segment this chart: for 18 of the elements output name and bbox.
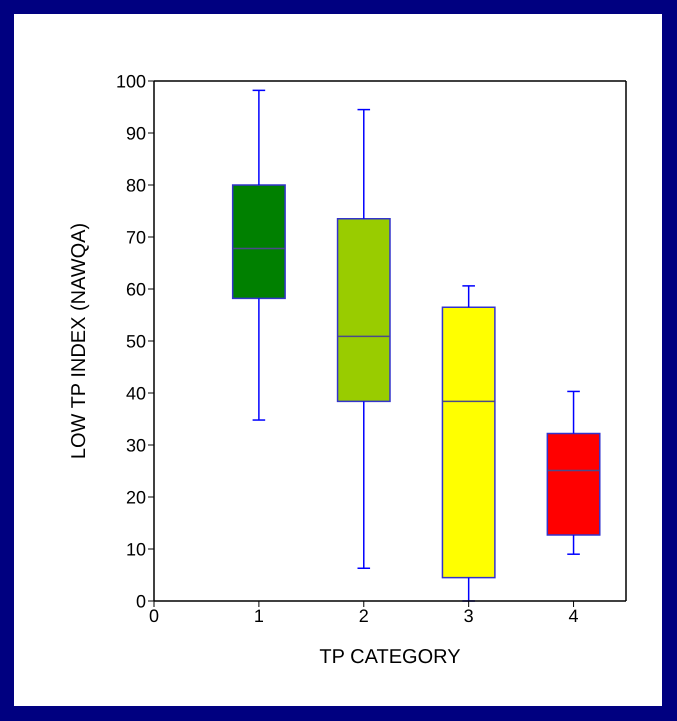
y-tick-label: 0 bbox=[136, 591, 146, 612]
x-tick-label: 3 bbox=[464, 606, 474, 626]
y-tick-label: 80 bbox=[126, 175, 146, 196]
x-tick-label: 4 bbox=[568, 606, 579, 626]
y-tick-label: 40 bbox=[126, 383, 146, 404]
y-tick-label: 50 bbox=[126, 331, 146, 352]
y-tick-label: 20 bbox=[126, 487, 146, 508]
x-axis-title: TP CATEGORY bbox=[319, 646, 461, 668]
y-tick-label: 10 bbox=[126, 539, 146, 560]
y-axis-title: LOW TP INDEX (NAWQA) bbox=[68, 222, 90, 460]
y-tick-label: 70 bbox=[126, 227, 146, 248]
x-tick-label: 0 bbox=[148, 606, 160, 626]
y-tick-label: 30 bbox=[126, 435, 146, 456]
y-tick-label: 90 bbox=[126, 123, 146, 144]
y-tick-label: 60 bbox=[126, 279, 146, 300]
y-tick-label: 100 bbox=[116, 71, 146, 92]
x-tick-label: 1 bbox=[254, 606, 264, 626]
x-tick-label: 2 bbox=[358, 606, 369, 626]
